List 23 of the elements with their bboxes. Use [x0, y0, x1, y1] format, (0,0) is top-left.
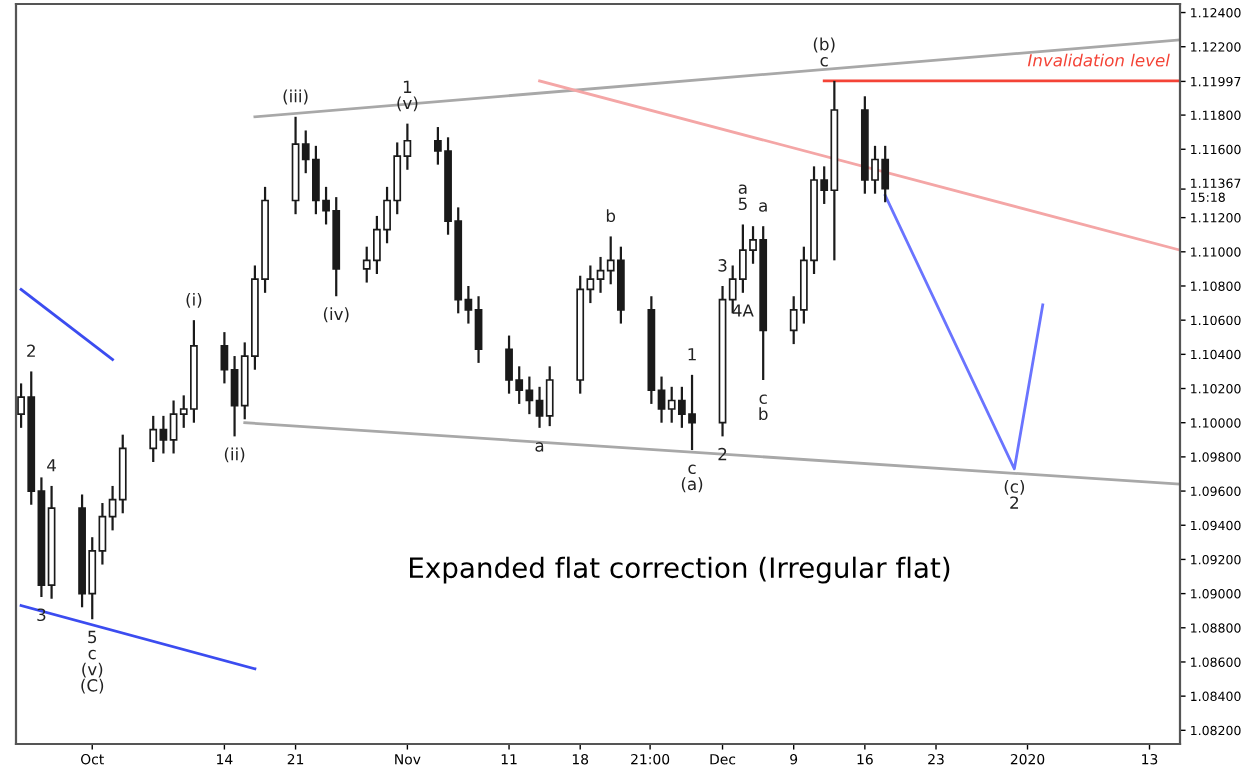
annotation: 4 — [47, 459, 56, 472]
annotation: 3 — [37, 608, 46, 622]
annotation: (ii) — [224, 447, 245, 463]
annotation: c (a) — [681, 464, 703, 493]
annotation: a — [535, 442, 544, 452]
annotation: (c) 2 — [1004, 479, 1025, 509]
annotation: Invalidation level — [1027, 53, 1170, 67]
annotation: 1 (v) — [397, 80, 418, 112]
annotation: 5 c (v) (C) — [81, 630, 104, 694]
annotation: (iv) — [323, 307, 349, 323]
annotation: Expanded flat correction (Irregular flat) — [410, 556, 950, 584]
annotation: b — [606, 209, 616, 223]
annotation: a — [759, 202, 767, 212]
annotation: 2 — [27, 344, 35, 357]
annotation: a 5 — [738, 184, 747, 211]
annotation: (b) c — [813, 37, 835, 67]
annotation: (iii) — [283, 89, 308, 105]
annotation: 2 — [718, 447, 727, 461]
annotation: 3 — [718, 259, 727, 272]
annotation: 1 — [688, 348, 696, 361]
annotation: c b — [759, 394, 768, 421]
annotation: 4A — [732, 304, 754, 317]
annotation: (i) — [186, 292, 202, 308]
